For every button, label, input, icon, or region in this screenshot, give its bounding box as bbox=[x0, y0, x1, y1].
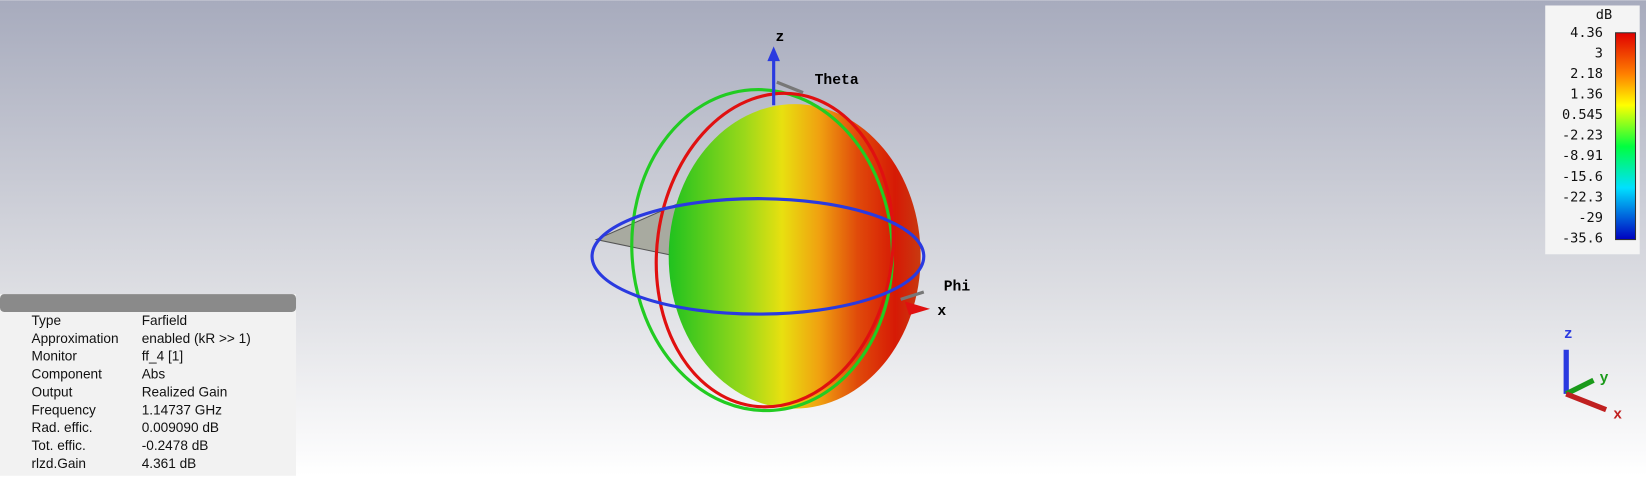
info-label: Tot. effic. bbox=[31, 438, 85, 453]
info-panel: Type Farfield Approximation enabled (kR >> … bbox=[0, 294, 297, 476]
info-value: Realized Gain bbox=[142, 384, 228, 399]
colorbar-tick-label: -22.3 bbox=[1562, 189, 1603, 205]
theta-arrow bbox=[776, 80, 804, 95]
radiation-lobe bbox=[668, 104, 921, 409]
colorbar-tick-label: -35.6 bbox=[1562, 231, 1603, 247]
info-label: Monitor bbox=[31, 349, 77, 364]
phi-label: Phi bbox=[944, 280, 971, 296]
triad-y bbox=[1565, 377, 1595, 397]
colorbar: dB 4.36 3 2.18 1.36 0.545 -2.23 -8.91 -15.6 -22.… bbox=[1545, 5, 1640, 255]
triad-z-label: z bbox=[1564, 327, 1573, 343]
triad-y-label: y bbox=[1600, 371, 1609, 387]
colorbar-tick-label: -2.23 bbox=[1562, 128, 1603, 144]
info-label: Output bbox=[31, 384, 72, 399]
info-value: -0.2478 dB bbox=[142, 438, 209, 453]
z-label: z bbox=[776, 30, 785, 46]
info-value: 4.361 dB bbox=[142, 456, 197, 471]
triad-x-label: x bbox=[1613, 408, 1622, 424]
info-label: Rad. effic. bbox=[31, 420, 92, 435]
orientation-triad: z y x bbox=[1563, 327, 1622, 424]
x-arrow bbox=[904, 301, 931, 316]
horizon-ring bbox=[590, 197, 926, 316]
colorbar-tick-label: 3 bbox=[1595, 45, 1603, 61]
info-value: 0.009090 dB bbox=[142, 420, 219, 435]
theta-label: Theta bbox=[815, 73, 859, 89]
info-label: Component bbox=[31, 367, 102, 382]
info-value: 1.14737 GHz bbox=[142, 402, 222, 417]
phi-ring bbox=[654, 91, 895, 409]
colorbar-tick-label: 2.18 bbox=[1570, 66, 1603, 82]
info-label: Approximation bbox=[31, 331, 118, 346]
colorbar-tick-label: -8.91 bbox=[1562, 148, 1603, 164]
info-value: ff_4 [1] bbox=[142, 349, 183, 364]
x-label: x bbox=[937, 304, 946, 320]
info-label: rlzd.Gain bbox=[31, 456, 86, 471]
panel-body bbox=[0, 294, 297, 476]
info-value: Farfield bbox=[142, 313, 187, 328]
panel-header bbox=[0, 294, 297, 313]
colorbar-tick-label: 0.545 bbox=[1562, 107, 1603, 123]
colorbar-tick-label: -29 bbox=[1578, 210, 1603, 226]
colorbar-tick-label: -15.6 bbox=[1562, 169, 1603, 185]
colorbar-tick-label: 1.36 bbox=[1570, 86, 1603, 102]
z-arrow bbox=[767, 46, 780, 62]
phi-arrow bbox=[900, 290, 925, 301]
colorbar-unit: dB bbox=[1596, 7, 1612, 23]
triad-x bbox=[1565, 391, 1608, 413]
colorbar-scale bbox=[1615, 32, 1637, 241]
info-value: Abs bbox=[142, 367, 166, 382]
info-value: enabled (kR >> 1) bbox=[142, 331, 251, 346]
info-label: Type bbox=[31, 313, 61, 328]
colorbar-tick-label: 4.36 bbox=[1570, 25, 1603, 41]
info-label: Frequency bbox=[31, 402, 96, 417]
